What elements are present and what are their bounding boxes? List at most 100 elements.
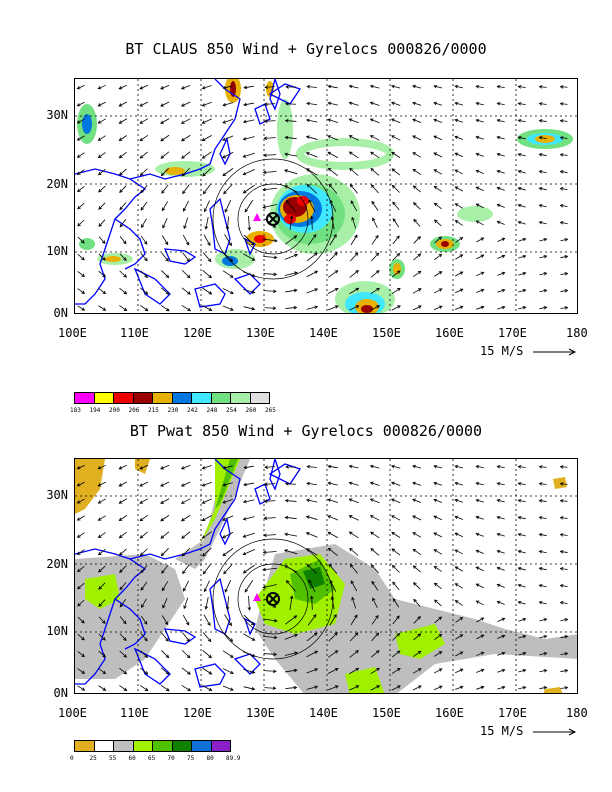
wind-vector-head [310,595,314,600]
wind-vector [202,252,212,262]
wind-vector [139,515,149,521]
wind-vector [139,84,149,90]
wind-vector-head [306,183,311,188]
wind-vector [160,498,170,504]
wind-vector-head [242,119,247,124]
panel1-wind-scale: 15 M/S [480,344,579,358]
wind-vector-head [417,235,421,240]
wind-vector-head [139,172,144,176]
panel2-colorbar [74,740,231,752]
wind-vector-head [496,118,501,123]
wind-vector [119,582,127,590]
wind-vector-head [564,289,569,293]
wind-vector-head [391,151,395,156]
panel1-lon-label: 160E [435,326,464,340]
wind-vector [455,583,463,589]
wind-vector [160,464,170,470]
wind-vector [455,237,463,243]
wind-vector-head [283,549,288,553]
wind-vector [455,271,463,277]
wind-vector-head [222,535,226,539]
wind-vector-head [334,305,339,309]
wind-vector [98,464,106,470]
wind-vector [263,534,277,536]
wind-vector [139,101,149,107]
wind-vector [223,85,233,89]
wind-vector [98,532,106,538]
wind-vector-head [501,288,506,293]
wind-vector-head [251,257,256,261]
wind-vector-head [285,199,290,204]
wind-vector-head [396,632,401,637]
wind-vector-head [369,84,374,89]
wind-vector-head [390,84,395,89]
wind-vector-head [459,685,464,690]
wind-vector [351,217,357,229]
wind-vector-head [496,135,501,140]
wind-vector-head [251,290,256,294]
wind-vector-head [417,633,422,637]
wind-vector-head [118,552,123,556]
wind-vector-head [180,86,185,90]
wind-vector-head [334,650,339,654]
wind-vector-head [284,185,288,189]
wind-vector-head [391,531,395,536]
wind-vector [262,567,278,571]
wind-vector-head [102,290,107,295]
wind-vector-head [222,500,227,504]
wind-vector [518,119,526,123]
wind-vector-head [123,274,127,278]
triangle-marker [253,593,261,601]
wind-vector [98,582,106,590]
wind-vector [350,200,358,212]
wind-vector-head [165,654,170,659]
wind-vector [161,632,169,642]
wind-vector-head [538,220,543,225]
wind-vector-head [161,587,166,592]
wind-vector [560,154,568,156]
wind-vector [284,533,298,537]
wind-vector [391,152,401,158]
wind-vector-head [229,258,234,262]
wind-vector-head [306,84,311,89]
wind-vector-head [262,205,267,209]
wind-vector-head [376,667,380,672]
wind-vector [286,580,296,592]
wind-vector-head [97,120,102,124]
wind-vector [77,202,85,210]
wind-vector-head [522,617,527,622]
wind-vector [183,597,189,609]
wind-vector-head [390,498,395,502]
wind-vector [202,118,212,124]
wind-vector-head [139,137,144,142]
wind-vector-head [375,632,380,637]
wind-vector [285,500,297,502]
wind-vector-head [370,548,375,552]
wind-vector-head [284,498,289,503]
wind-vector-head [392,598,397,602]
panel1-lon-label: 180 [566,326,588,340]
wind-vector [327,668,339,674]
wind-vector [181,287,191,295]
wind-vector-head [390,481,395,486]
wind-vector [497,686,505,690]
wind-vector-head [118,534,123,539]
wind-vector-head [250,241,255,246]
wind-vector [182,184,190,194]
wind-vector-head [559,584,564,588]
wind-vector [202,101,212,107]
wind-vector-head [413,218,417,223]
wind-vector [454,152,464,158]
wind-vector [205,596,209,610]
wind-vector-head [160,172,165,177]
wind-vector-head [522,305,527,310]
wind-vector-head [480,651,485,655]
wind-vector-head [538,533,543,537]
wind-vector [539,466,547,468]
lat-lon-grid [75,79,577,313]
wind-vector [518,136,526,140]
wind-vector-head [370,564,375,569]
wind-vector [264,483,276,485]
wind-vector [455,617,463,623]
wind-vector-head [306,481,310,486]
